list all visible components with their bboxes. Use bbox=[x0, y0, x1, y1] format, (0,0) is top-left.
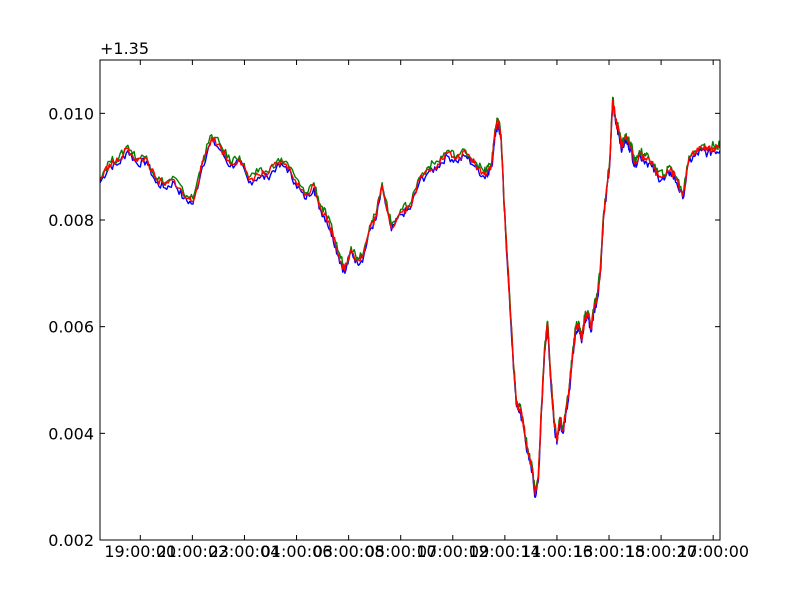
y-tick-label: 0.002 bbox=[48, 531, 94, 550]
series-layer bbox=[99, 96, 721, 498]
y-tick-label: 0.004 bbox=[48, 424, 94, 443]
x-tick-label: 01:00:06 bbox=[261, 542, 333, 561]
x-tick-label: 11:00:16 bbox=[521, 542, 593, 561]
series-line-3 bbox=[99, 99, 721, 496]
x-tick-label: 13:00:18 bbox=[573, 542, 645, 561]
plot-area bbox=[100, 60, 720, 540]
x-tick-label: 21:00:02 bbox=[156, 542, 228, 561]
y-tick-label: 0.008 bbox=[48, 211, 94, 230]
x-tick-label: 19:00:00 bbox=[104, 542, 176, 561]
tick-layer: 0.002 0.004 0.006 0.008 0.010 19:00:0021:00:0… bbox=[48, 60, 749, 561]
x-tick-label: 05:00:10 bbox=[365, 542, 437, 561]
x-tick-label: 15:00:20 bbox=[625, 542, 697, 561]
x-tick-label: 03:00:08 bbox=[313, 542, 385, 561]
x-tick-label: 23:00:04 bbox=[209, 542, 281, 561]
y-tick-label: 0.010 bbox=[48, 104, 94, 123]
x-tick-label: 07:00:12 bbox=[417, 542, 489, 561]
x-tick-label: 09:00:14 bbox=[469, 542, 541, 561]
y-offset-label: +1.35 bbox=[100, 39, 149, 58]
y-tick-label: 0.006 bbox=[48, 318, 94, 337]
plot-frame bbox=[99, 59, 721, 541]
x-tick-label: 17:00:00 bbox=[677, 542, 749, 561]
